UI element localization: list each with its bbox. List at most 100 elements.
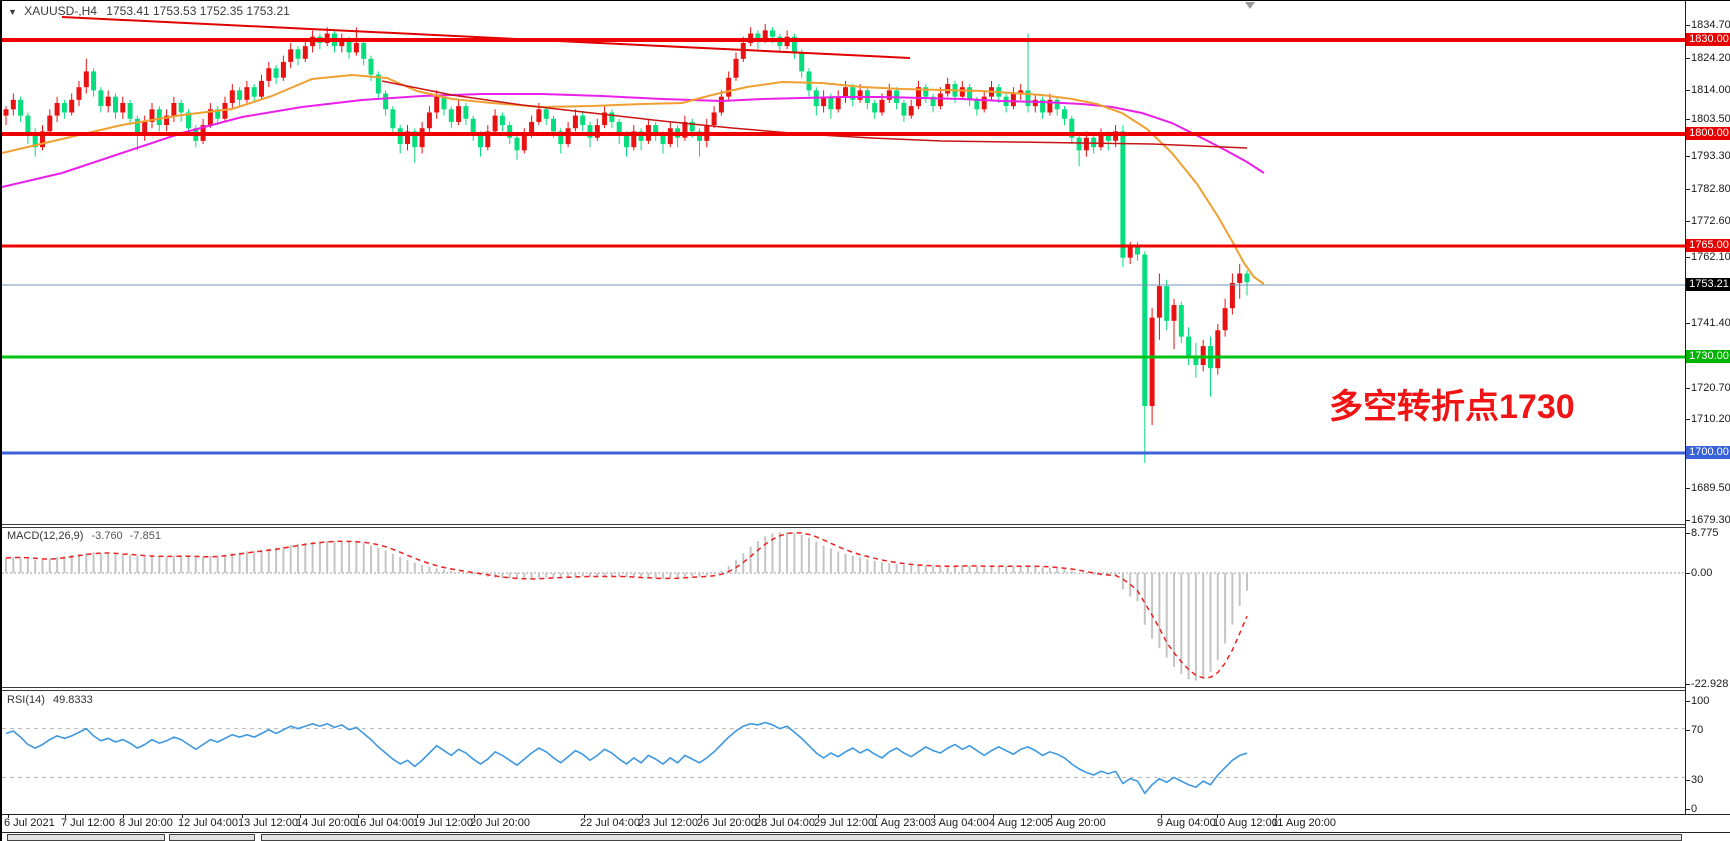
price_axis-label: 1741.40: [1691, 317, 1730, 329]
macd-histogram: [5, 532, 1248, 681]
axis-tick: [1685, 221, 1690, 222]
price-tag-1730.00: 1730.00: [1686, 350, 1730, 363]
time-label: 9 Aug 04:00: [1157, 817, 1216, 829]
candle-body: [478, 134, 483, 148]
candle-body: [353, 42, 359, 53]
time-tick: [417, 814, 418, 818]
candle-body: [405, 131, 410, 145]
time-tick: [642, 814, 643, 818]
time-label: 23 Jul 12:00: [638, 817, 698, 829]
candle-body: [1193, 355, 1199, 366]
candle-body: [908, 106, 914, 116]
scrollbar-segment-0[interactable]: [7, 834, 165, 841]
candle-body: [806, 71, 812, 91]
time-label: 3 Aug 04:00: [930, 817, 989, 829]
price_axis-label: 1803.50: [1691, 113, 1730, 125]
candle-body: [1018, 90, 1024, 94]
candle-body: [98, 90, 104, 107]
rsi_axis-label: 0: [1691, 803, 1698, 815]
candle-body: [61, 102, 67, 113]
candle-body: [1215, 330, 1221, 369]
time-tick: [358, 814, 359, 818]
candle-body: [69, 99, 75, 113]
time-tick: [876, 814, 877, 818]
time-label: 12 Jul 04:00: [178, 817, 238, 829]
axis-tick: [1685, 684, 1690, 685]
candle-body: [755, 33, 761, 40]
candle-body: [879, 99, 885, 113]
time-label: 20 Jul 20:00: [470, 817, 530, 829]
candle-body: [937, 93, 943, 107]
axis-tick: [1685, 388, 1690, 389]
candle-body: [1032, 99, 1038, 107]
scrollbar-segment-1[interactable]: [169, 834, 255, 841]
candle-body: [105, 96, 111, 107]
candle-body: [959, 87, 965, 97]
price_axis-label: 1824.20: [1691, 52, 1730, 64]
candle-body: [981, 96, 987, 110]
candle-body: [770, 30, 775, 37]
scrollbar-segment-2[interactable]: [261, 834, 1682, 841]
candle-body: [171, 102, 177, 116]
candle-body: [346, 39, 352, 53]
macd-name: MACD(12,26,9): [7, 530, 84, 542]
candle-body: [711, 112, 717, 126]
candle-body: [843, 87, 848, 97]
time-tick: [8, 814, 9, 818]
candle-body: [930, 96, 936, 107]
candle-body: [850, 87, 856, 100]
candle-body: [266, 68, 272, 81]
candle-body: [857, 90, 863, 100]
price_axis-label: 1772.60: [1691, 215, 1730, 227]
axis-tick: [1685, 90, 1690, 91]
candle-body: [485, 131, 491, 148]
candle-body: [638, 131, 644, 141]
time-label: 29 Jul 12:00: [814, 817, 874, 829]
candle-body: [1135, 245, 1140, 255]
price-tag-1765.00: 1765.00: [1686, 239, 1730, 252]
panel-separator-main-macd[interactable]: [2, 524, 1685, 528]
time-tick: [182, 814, 183, 818]
text-annotation-1730[interactable]: 多空转折点1730: [1329, 388, 1575, 426]
candle-body: [529, 121, 535, 135]
candle-body: [178, 102, 184, 113]
symbol-dropdown-icon[interactable]: ▼: [8, 7, 17, 17]
chart-shift-marker-icon[interactable]: [1245, 2, 1255, 9]
descending-trendline[interactable]: [61, 16, 911, 59]
candle-body: [572, 115, 578, 129]
macd-signal-value: -7.851: [129, 530, 161, 542]
candle-body: [616, 121, 622, 135]
time-tick: [1276, 814, 1277, 818]
time-tick: [242, 814, 243, 818]
candle-body: [886, 90, 892, 100]
panel-separator-macd-rsi[interactable]: [2, 687, 1685, 691]
candle-body: [280, 61, 286, 78]
candle-body: [456, 106, 462, 122]
axis-tick: [1685, 730, 1690, 731]
candle-body: [186, 112, 191, 129]
candles: [3, 24, 1250, 463]
time-tick: [818, 814, 819, 818]
candle-body: [726, 77, 732, 97]
candle-body: [507, 125, 513, 138]
candle-body: [251, 87, 257, 97]
axis-tick: [1685, 488, 1690, 489]
rsi_axis-label: 30: [1691, 774, 1704, 786]
candle-body: [295, 49, 301, 59]
macd-indicator-label: MACD(12,26,9) -3.760 -7.851: [7, 530, 161, 542]
time-tick: [993, 814, 994, 818]
price_axis-label: 1834.70: [1691, 19, 1730, 31]
candle-body: [156, 109, 162, 126]
candle-body: [288, 49, 294, 62]
candle-body: [733, 58, 739, 78]
candle-body: [383, 93, 389, 110]
candle-body: [1164, 286, 1170, 321]
axis-tick: [1685, 419, 1690, 420]
time-tick: [1161, 814, 1162, 818]
candle-body: [697, 131, 702, 141]
candle-body: [40, 131, 45, 148]
time-label: 1 Aug 23:00: [872, 817, 931, 829]
time-tick: [474, 814, 475, 818]
candle-body: [273, 68, 279, 78]
